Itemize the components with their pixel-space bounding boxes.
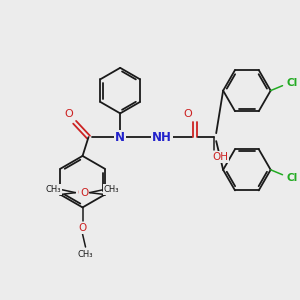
Text: CH₃: CH₃ bbox=[78, 250, 93, 260]
Text: CH₃: CH₃ bbox=[104, 185, 119, 194]
Text: Cl: Cl bbox=[287, 173, 298, 183]
Text: Cl: Cl bbox=[287, 78, 298, 88]
Text: O: O bbox=[64, 110, 73, 119]
Text: O: O bbox=[78, 223, 87, 233]
Text: OH: OH bbox=[212, 152, 228, 162]
Text: N: N bbox=[115, 130, 125, 144]
Text: NH: NH bbox=[152, 130, 172, 144]
Text: O: O bbox=[80, 188, 88, 198]
Text: CH₃: CH₃ bbox=[46, 185, 61, 194]
Text: O: O bbox=[77, 188, 85, 198]
Text: O: O bbox=[183, 110, 192, 119]
